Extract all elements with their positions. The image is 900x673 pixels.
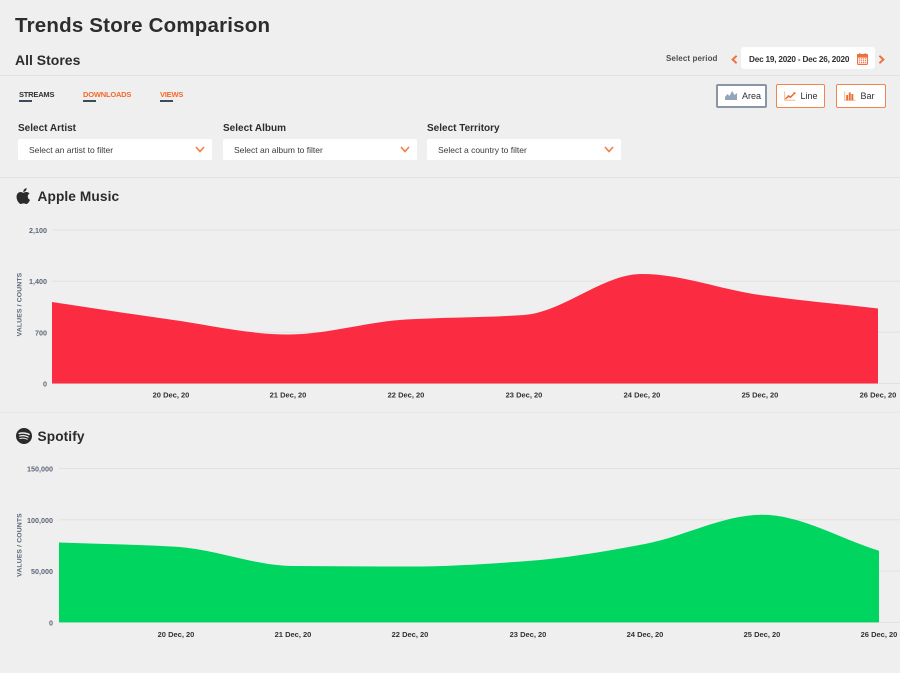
svg-text:700: 700 [35,328,47,337]
svg-text:22 Dec, 20: 22 Dec, 20 [388,391,425,400]
svg-text:20 Dec, 20: 20 Dec, 20 [158,630,195,639]
svg-text:VALUES / COUNTS: VALUES / COUNTS [17,513,24,577]
svg-text:2,100: 2,100 [29,226,47,235]
svg-text:1,400: 1,400 [29,277,47,286]
svg-text:150,000: 150,000 [27,465,53,474]
svg-text:26 Dec, 20: 26 Dec, 20 [860,391,897,400]
svg-text:100,000: 100,000 [27,516,53,525]
svg-text:25 Dec, 20: 25 Dec, 20 [742,391,779,400]
svg-text:21 Dec, 20: 21 Dec, 20 [270,391,307,400]
svg-text:0: 0 [49,618,53,627]
svg-text:50,000: 50,000 [31,567,53,576]
svg-text:25 Dec, 20: 25 Dec, 20 [744,630,781,639]
svg-text:23 Dec, 20: 23 Dec, 20 [510,630,547,639]
svg-text:26 Dec, 20: 26 Dec, 20 [861,630,898,639]
svg-text:21 Dec, 20: 21 Dec, 20 [275,630,312,639]
svg-text:24 Dec, 20: 24 Dec, 20 [627,630,664,639]
svg-text:0: 0 [43,380,47,389]
svg-text:24 Dec, 20: 24 Dec, 20 [624,391,661,400]
svg-text:20 Dec, 20: 20 Dec, 20 [153,391,190,400]
svg-text:22 Dec, 20: 22 Dec, 20 [392,630,429,639]
svg-text:VALUES / COUNTS: VALUES / COUNTS [17,272,24,336]
svg-text:23 Dec, 20: 23 Dec, 20 [506,391,543,400]
